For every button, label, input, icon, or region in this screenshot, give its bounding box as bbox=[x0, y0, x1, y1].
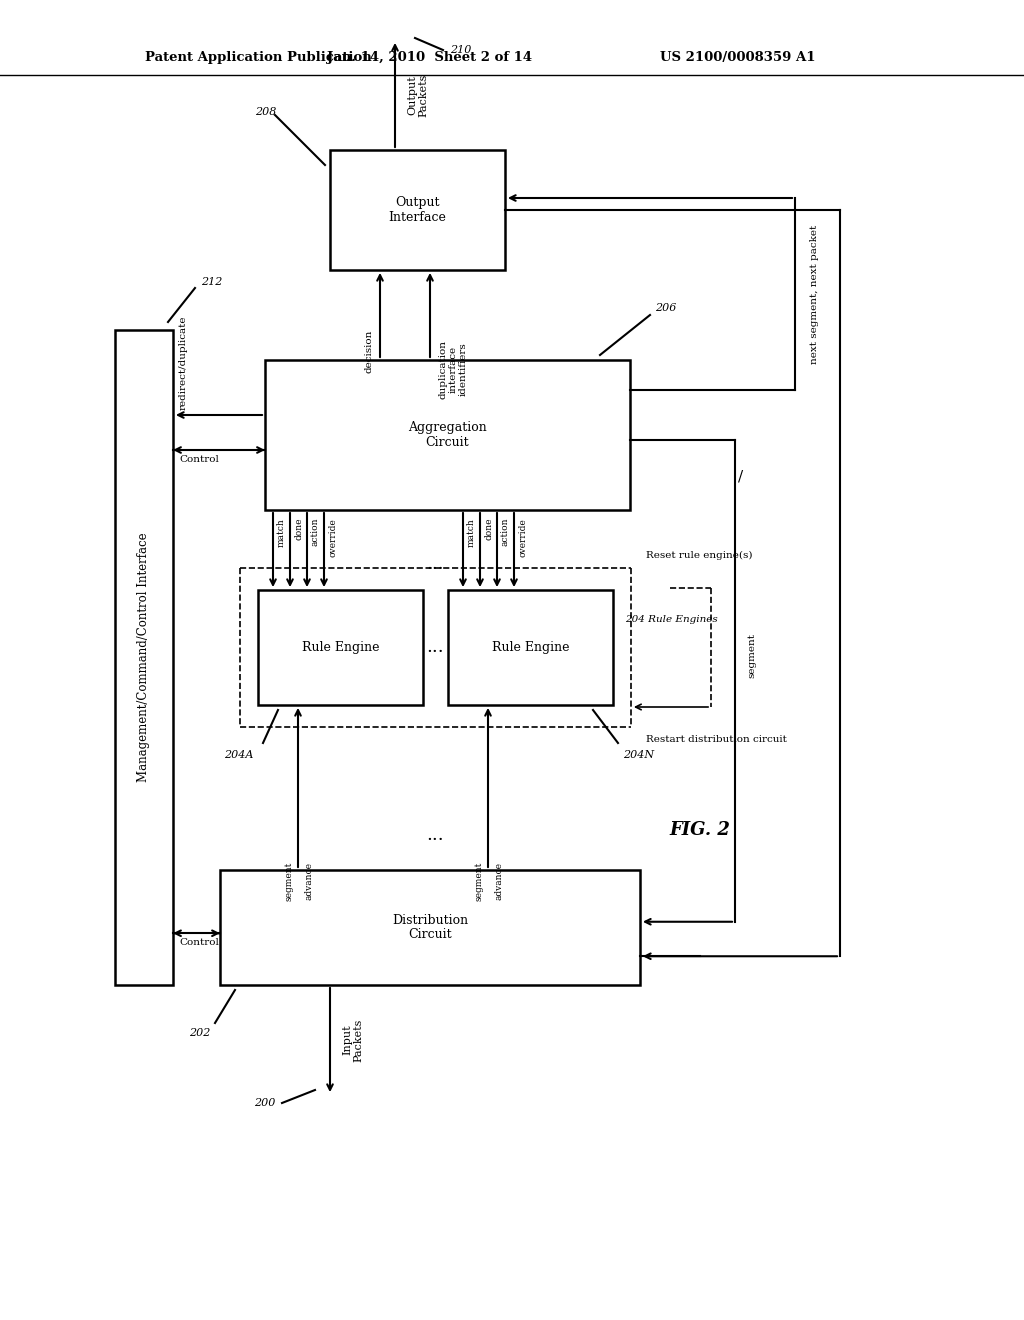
Text: 200: 200 bbox=[254, 1098, 275, 1107]
Text: US 2100/0008359 A1: US 2100/0008359 A1 bbox=[660, 51, 815, 65]
Text: Restart distribution circuit: Restart distribution circuit bbox=[646, 735, 786, 744]
Text: Management/Command/Control Interface: Management/Command/Control Interface bbox=[137, 533, 151, 783]
Text: segment: segment bbox=[284, 862, 293, 902]
Text: duplication
interface
identifiers: duplication interface identifiers bbox=[438, 341, 468, 399]
Text: override: override bbox=[328, 517, 337, 557]
Text: action: action bbox=[311, 517, 319, 546]
Text: FIG. 2: FIG. 2 bbox=[670, 821, 730, 840]
Text: next segment, next packet: next segment, next packet bbox=[810, 224, 819, 363]
Text: 210: 210 bbox=[450, 45, 471, 55]
Text: 204N: 204N bbox=[623, 750, 654, 760]
Bar bbox=[220, 870, 640, 985]
Text: Aggregation
Circuit: Aggregation Circuit bbox=[409, 421, 486, 449]
Text: override: override bbox=[518, 517, 527, 557]
Text: done: done bbox=[484, 517, 493, 540]
Bar bbox=[258, 590, 423, 705]
Text: match: match bbox=[467, 517, 476, 546]
Text: advance: advance bbox=[305, 862, 314, 900]
Text: Rule Engine: Rule Engine bbox=[492, 642, 569, 653]
Text: advance: advance bbox=[495, 862, 504, 900]
Text: match: match bbox=[278, 517, 286, 546]
Text: Reset rule engine(s): Reset rule engine(s) bbox=[646, 550, 753, 560]
Text: 204A: 204A bbox=[223, 750, 253, 760]
Text: redirect/duplicate: redirect/duplicate bbox=[179, 315, 188, 411]
Text: Control: Control bbox=[179, 455, 219, 465]
Text: ...: ... bbox=[427, 639, 444, 656]
Text: ...: ... bbox=[427, 826, 444, 843]
Text: Output
Packets: Output Packets bbox=[407, 74, 429, 116]
Text: 204 Rule Engines: 204 Rule Engines bbox=[625, 615, 718, 624]
Text: 202: 202 bbox=[188, 1028, 210, 1038]
Bar bbox=[265, 360, 630, 510]
Text: Input
Packets: Input Packets bbox=[342, 1018, 364, 1061]
Text: Distribution
Circuit: Distribution Circuit bbox=[392, 913, 468, 941]
Text: Rule Engine: Rule Engine bbox=[302, 642, 379, 653]
Text: 212: 212 bbox=[201, 277, 222, 286]
Text: Jan. 14, 2010  Sheet 2 of 14: Jan. 14, 2010 Sheet 2 of 14 bbox=[328, 51, 532, 65]
Text: Output
Interface: Output Interface bbox=[388, 195, 446, 224]
Text: done: done bbox=[294, 517, 303, 540]
Text: 208: 208 bbox=[255, 107, 276, 117]
Bar bbox=[330, 150, 505, 271]
Text: /: / bbox=[738, 470, 743, 484]
Bar bbox=[115, 330, 173, 985]
Text: decision: decision bbox=[364, 330, 373, 374]
Text: action: action bbox=[501, 517, 510, 546]
Text: Patent Application Publication: Patent Application Publication bbox=[145, 51, 372, 65]
Text: segment: segment bbox=[746, 632, 756, 677]
Text: segment: segment bbox=[474, 862, 483, 902]
Bar bbox=[449, 590, 613, 705]
Text: 206: 206 bbox=[655, 304, 677, 313]
Text: Control: Control bbox=[179, 939, 219, 948]
Text: ...: ... bbox=[427, 554, 444, 573]
